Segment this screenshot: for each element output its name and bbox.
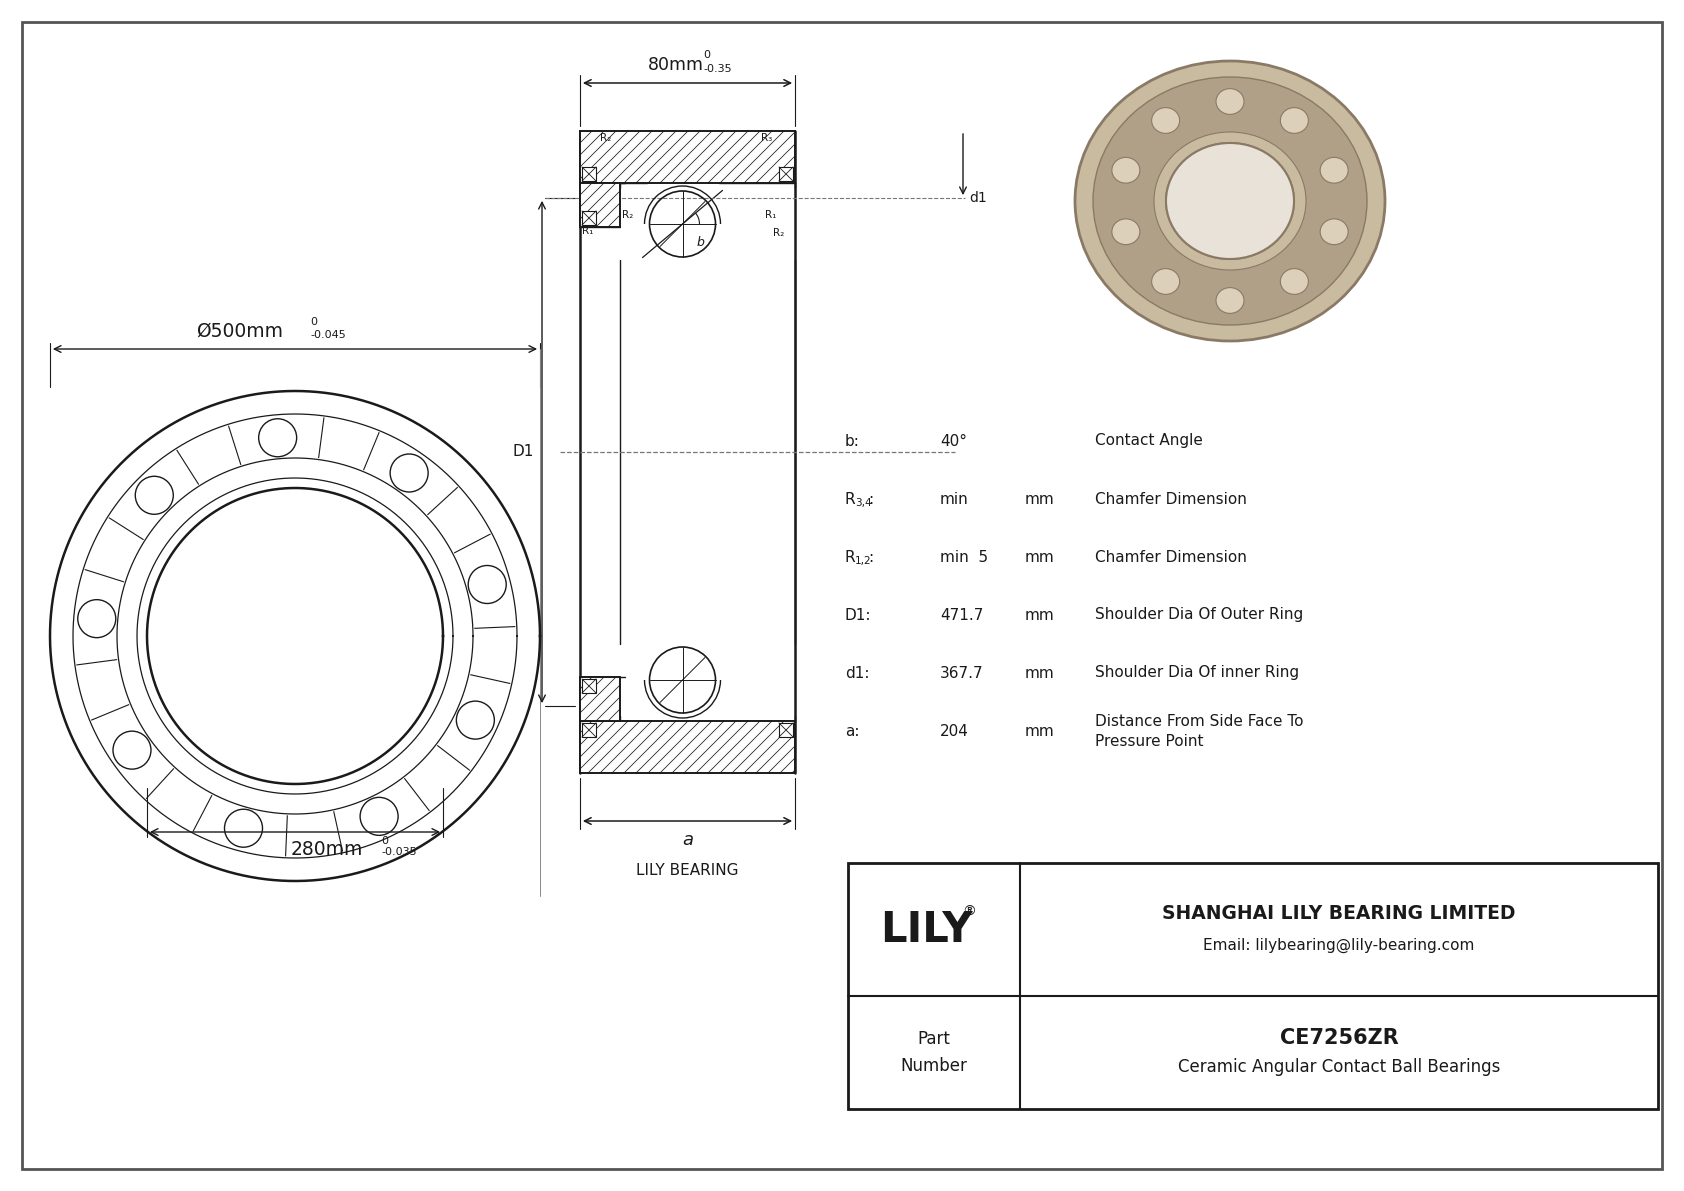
Text: 40°: 40°	[940, 434, 967, 449]
Ellipse shape	[1111, 219, 1140, 244]
Text: -0.045: -0.045	[310, 330, 345, 339]
Ellipse shape	[1320, 157, 1349, 183]
Text: mm: mm	[1026, 723, 1054, 738]
Text: R: R	[845, 492, 855, 506]
Ellipse shape	[1152, 107, 1179, 133]
Ellipse shape	[1152, 269, 1179, 294]
Text: Shoulder Dia Of Outer Ring: Shoulder Dia Of Outer Ring	[1095, 607, 1303, 623]
Ellipse shape	[1216, 88, 1244, 114]
Text: Part
Number: Part Number	[901, 1030, 967, 1074]
Text: R₃: R₃	[761, 133, 773, 143]
Text: a: a	[682, 831, 694, 849]
Text: b:: b:	[845, 434, 861, 449]
Ellipse shape	[1165, 143, 1293, 258]
Text: R₁: R₁	[583, 226, 593, 236]
Text: CE7256ZR: CE7256ZR	[1280, 1029, 1398, 1048]
Text: LILY BEARING: LILY BEARING	[637, 863, 739, 878]
Text: 80mm: 80mm	[648, 56, 704, 74]
Ellipse shape	[1280, 107, 1308, 133]
Text: 280mm: 280mm	[291, 840, 364, 859]
Bar	[849, 863, 1659, 1109]
Text: mm: mm	[1026, 607, 1054, 623]
Text: R₁: R₁	[765, 210, 776, 220]
Text: 3,4: 3,4	[855, 498, 872, 509]
Bar	[579, 721, 795, 773]
Ellipse shape	[1165, 143, 1293, 258]
Text: R₂: R₂	[773, 227, 785, 238]
Text: -0.035: -0.035	[381, 847, 416, 858]
Text: R₂: R₂	[621, 210, 633, 220]
Bar	[583, 679, 596, 693]
Text: Chamfer Dimension: Chamfer Dimension	[1095, 492, 1246, 506]
Text: 367.7: 367.7	[940, 666, 983, 680]
Ellipse shape	[1154, 132, 1307, 270]
Bar	[583, 723, 596, 737]
Text: mm: mm	[1026, 549, 1054, 565]
Bar	[780, 167, 793, 181]
Text: Ø500mm: Ø500mm	[197, 322, 283, 341]
Text: b: b	[697, 236, 704, 249]
Ellipse shape	[1093, 77, 1367, 325]
Text: 471.7: 471.7	[940, 607, 983, 623]
Ellipse shape	[1074, 61, 1384, 341]
Text: Shoulder Dia Of inner Ring: Shoulder Dia Of inner Ring	[1095, 666, 1298, 680]
Ellipse shape	[1165, 143, 1293, 258]
Text: 0: 0	[704, 50, 711, 60]
Text: R: R	[845, 549, 855, 565]
Text: ®: ®	[962, 904, 975, 918]
Text: :: :	[867, 549, 872, 565]
Text: mm: mm	[1026, 666, 1054, 680]
Text: d1:: d1:	[845, 666, 869, 680]
Text: 204: 204	[940, 723, 968, 738]
Text: min: min	[940, 492, 968, 506]
Text: min  5: min 5	[940, 549, 989, 565]
Text: SHANGHAI LILY BEARING LIMITED: SHANGHAI LILY BEARING LIMITED	[1162, 904, 1516, 923]
Text: R₂: R₂	[600, 133, 611, 143]
Text: 0: 0	[381, 836, 387, 846]
Ellipse shape	[1216, 287, 1244, 313]
Ellipse shape	[1320, 219, 1349, 244]
Ellipse shape	[1280, 269, 1308, 294]
Text: R₄: R₄	[780, 172, 790, 181]
Ellipse shape	[1111, 157, 1140, 183]
Text: Ceramic Angular Contact Ball Bearings: Ceramic Angular Contact Ball Bearings	[1177, 1058, 1500, 1075]
Text: D1: D1	[512, 444, 534, 460]
Bar	[579, 131, 795, 183]
Text: :: :	[867, 492, 872, 506]
Text: Contact Angle: Contact Angle	[1095, 434, 1202, 449]
Text: mm: mm	[1026, 492, 1054, 506]
Text: 1,2: 1,2	[855, 556, 872, 566]
Bar	[579, 676, 620, 721]
Text: Email: lilybearing@lily-bearing.com: Email: lilybearing@lily-bearing.com	[1204, 937, 1475, 953]
Text: LILY: LILY	[879, 909, 972, 950]
Text: R₁: R₁	[583, 172, 593, 181]
Text: a:: a:	[845, 723, 859, 738]
Text: -0.35: -0.35	[704, 64, 733, 74]
Bar	[780, 723, 793, 737]
Text: 0: 0	[310, 317, 317, 328]
Bar	[583, 211, 596, 225]
Text: Chamfer Dimension: Chamfer Dimension	[1095, 549, 1246, 565]
Text: D1:: D1:	[845, 607, 872, 623]
Text: Pressure Point: Pressure Point	[1095, 735, 1204, 749]
Text: d1: d1	[968, 191, 987, 205]
Bar	[583, 167, 596, 181]
Ellipse shape	[1165, 143, 1293, 258]
Bar	[579, 183, 620, 227]
Text: Distance From Side Face To: Distance From Side Face To	[1095, 715, 1303, 730]
